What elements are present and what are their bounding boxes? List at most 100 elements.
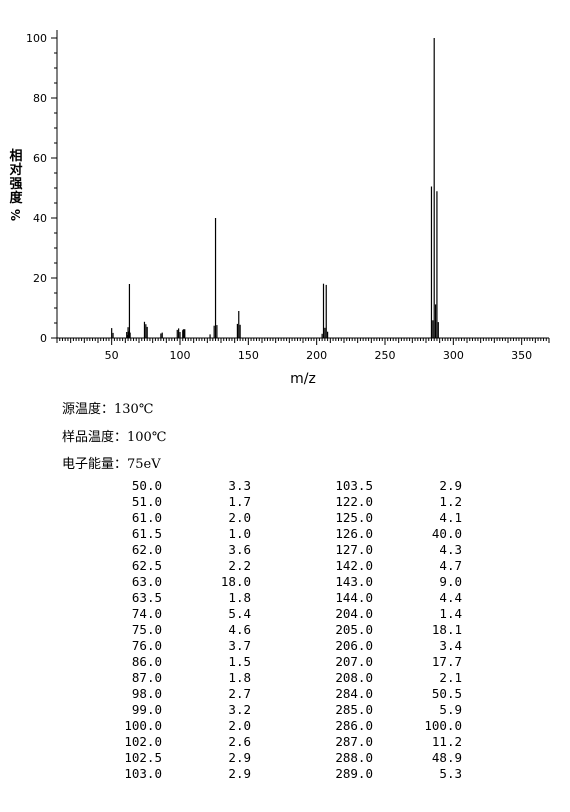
peak-table-body: 50.0 3.3 103.5 2.9 51.0 1.7 122.0 1.2 61.0 2.0 125… bbox=[100, 478, 462, 782]
table-cell-intensity: 1.0 bbox=[228, 526, 251, 541]
table-row: 102.0 2.6 287.0 11.2 bbox=[100, 734, 462, 750]
table-cell-intensity: 4.7 bbox=[439, 558, 462, 573]
table-cell-intensity: 2.0 bbox=[228, 718, 251, 733]
table-cell-mz: 288.0 bbox=[335, 750, 373, 765]
table-cell-mz: 62.5 bbox=[131, 558, 162, 573]
mass-spectrum-chart: 0 20 40 60 80 100 50 100 150 200 250 300 350 m/z bbox=[26, 30, 550, 387]
x-tick-label: 350 bbox=[511, 349, 532, 362]
table-cell-intensity: 5.3 bbox=[439, 766, 462, 781]
table-row: 98.0 2.7 284.0 50.5 bbox=[100, 686, 462, 702]
source-temperature: 源温度：130℃ bbox=[62, 402, 154, 417]
table-cell-mz: 103.0 bbox=[124, 766, 162, 781]
table-cell-mz: 63.5 bbox=[131, 590, 162, 605]
y-tick-label: 40 bbox=[33, 212, 47, 225]
table-cell-mz: 63.0 bbox=[131, 574, 162, 589]
electron-energy: 电子能量：75eV bbox=[62, 457, 161, 472]
table-cell-mz: 51.0 bbox=[131, 494, 162, 509]
chart-axes: 0 20 40 60 80 100 50 100 150 200 250 300 350 bbox=[26, 30, 550, 362]
peak-table: 50.0 3.3 103.5 2.9 51.0 1.7 122.0 1.2 61.0 2.0 125… bbox=[100, 478, 462, 782]
table-cell-intensity: 2.9 bbox=[228, 766, 251, 781]
table-cell-intensity: 2.2 bbox=[228, 558, 251, 573]
table-cell-intensity: 2.0 bbox=[228, 510, 251, 525]
table-cell-intensity: 17.7 bbox=[431, 654, 462, 669]
table-cell-mz: 286.0 bbox=[335, 718, 373, 733]
table-row: 75.0 4.6 205.0 18.1 bbox=[100, 622, 462, 638]
y-axis-label-char-2: 对 bbox=[9, 163, 23, 178]
table-cell-intensity: 18.1 bbox=[431, 622, 462, 637]
table-cell-intensity: 2.7 bbox=[228, 686, 251, 701]
table-row: 63.0 18.0 143.0 9.0 bbox=[100, 574, 462, 590]
table-cell-mz: 144.0 bbox=[335, 590, 373, 605]
table-cell-mz: 100.0 bbox=[124, 718, 162, 733]
x-tick-label: 100 bbox=[170, 349, 191, 362]
y-tick-label: 60 bbox=[33, 152, 47, 165]
x-tick-label: 200 bbox=[306, 349, 327, 362]
y-axis-label-char-4: 度 bbox=[9, 191, 23, 206]
table-cell-mz: 50.0 bbox=[131, 478, 162, 493]
table-cell-intensity: 3.6 bbox=[228, 542, 251, 557]
table-row: 100.0 2.0 286.0 100.0 bbox=[100, 718, 462, 734]
table-cell-mz: 98.0 bbox=[131, 686, 162, 701]
table-cell-intensity: 3.2 bbox=[228, 702, 251, 717]
table-cell-mz: 87.0 bbox=[131, 670, 162, 685]
table-cell-mz: 126.0 bbox=[335, 526, 373, 541]
table-cell-intensity: 1.2 bbox=[439, 494, 462, 509]
y-axis-label: 相 对 强 度 % bbox=[8, 150, 24, 222]
table-cell-mz: 285.0 bbox=[335, 702, 373, 717]
table-cell-intensity: 2.9 bbox=[228, 750, 251, 765]
table-cell-mz: 61.5 bbox=[131, 526, 162, 541]
table-cell-intensity: 3.7 bbox=[228, 638, 251, 653]
x-tick-label: 50 bbox=[105, 349, 119, 362]
table-cell-intensity: 2.6 bbox=[228, 734, 251, 749]
table-row: 102.5 2.9 288.0 48.9 bbox=[100, 750, 462, 766]
table-row: 76.0 3.7 206.0 3.4 bbox=[100, 638, 462, 654]
y-axis-label-char-3: 强 bbox=[9, 177, 23, 192]
table-cell-intensity: 4.3 bbox=[439, 542, 462, 557]
table-cell-intensity: 5.9 bbox=[439, 702, 462, 717]
table-cell-mz: 102.5 bbox=[124, 750, 162, 765]
table-cell-mz: 102.0 bbox=[124, 734, 162, 749]
table-cell-intensity: 2.9 bbox=[439, 478, 462, 493]
table-cell-mz: 99.0 bbox=[131, 702, 162, 717]
table-row: 50.0 3.3 103.5 2.9 bbox=[100, 478, 462, 494]
table-cell-mz: 205.0 bbox=[335, 622, 373, 637]
x-tick-label: 250 bbox=[375, 349, 396, 362]
table-cell-intensity: 4.6 bbox=[228, 622, 251, 637]
table-cell-intensity: 5.4 bbox=[228, 606, 251, 621]
table-cell-intensity: 9.0 bbox=[439, 574, 462, 589]
table-cell-intensity: 3.3 bbox=[228, 478, 251, 493]
table-cell-intensity: 3.4 bbox=[439, 638, 462, 653]
y-axis-label-unit: % bbox=[9, 208, 23, 222]
table-cell-mz: 207.0 bbox=[335, 654, 373, 669]
table-row: 87.0 1.8 208.0 2.1 bbox=[100, 670, 462, 686]
table-cell-intensity: 1.7 bbox=[228, 494, 251, 509]
table-cell-intensity: 18.0 bbox=[220, 574, 251, 589]
table-cell-mz: 74.0 bbox=[131, 606, 162, 621]
table-cell-mz: 208.0 bbox=[335, 670, 373, 685]
table-cell-intensity: 40.0 bbox=[431, 526, 462, 541]
x-axis-label: m/z bbox=[290, 371, 316, 387]
table-cell-mz: 86.0 bbox=[131, 654, 162, 669]
table-cell-mz: 122.0 bbox=[335, 494, 373, 509]
table-cell-mz: 206.0 bbox=[335, 638, 373, 653]
table-cell-intensity: 1.4 bbox=[439, 606, 462, 621]
table-cell-mz: 284.0 bbox=[335, 686, 373, 701]
table-cell-intensity: 4.1 bbox=[439, 510, 462, 525]
table-row: 103.0 2.9 289.0 5.3 bbox=[100, 766, 462, 782]
table-cell-intensity: 2.1 bbox=[439, 670, 462, 685]
table-cell-intensity: 1.5 bbox=[228, 654, 251, 669]
table-cell-intensity: 1.8 bbox=[228, 590, 251, 605]
table-row: 63.5 1.8 144.0 4.4 bbox=[100, 590, 462, 606]
y-axis-label-char-1: 相 bbox=[9, 149, 23, 164]
y-tick-label: 80 bbox=[33, 92, 47, 105]
table-row: 86.0 1.5 207.0 17.7 bbox=[100, 654, 462, 670]
table-cell-mz: 75.0 bbox=[131, 622, 162, 637]
table-cell-mz: 287.0 bbox=[335, 734, 373, 749]
x-tick-label: 300 bbox=[443, 349, 464, 362]
table-cell-intensity: 48.9 bbox=[431, 750, 462, 765]
table-cell-mz: 143.0 bbox=[335, 574, 373, 589]
table-cell-mz: 76.0 bbox=[131, 638, 162, 653]
table-cell-mz: 127.0 bbox=[335, 542, 373, 557]
table-cell-mz: 103.5 bbox=[335, 478, 373, 493]
x-tick-label: 150 bbox=[238, 349, 259, 362]
